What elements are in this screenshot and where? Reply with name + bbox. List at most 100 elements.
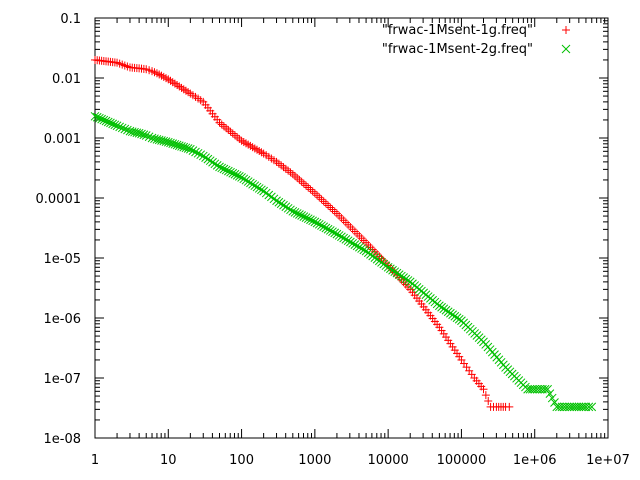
data-point — [481, 391, 490, 400]
data-point — [117, 123, 127, 133]
data-point — [250, 181, 260, 191]
data-point — [137, 129, 146, 139]
data-point — [543, 384, 552, 394]
y-tick-labels: 0.1 0.01 0.001 0.0001 1e-05 1e-06 1e-07 1e-08 — [36, 12, 82, 447]
data-point — [319, 197, 328, 206]
data-point — [217, 120, 226, 129]
data-point — [115, 122, 124, 132]
data-point — [343, 236, 353, 246]
data-point — [223, 166, 233, 176]
data-point — [304, 183, 313, 192]
legend-label-series-1: "frwac-1Msent-1g.freq" — [382, 23, 533, 38]
data-point — [219, 164, 229, 174]
data-point — [388, 265, 397, 275]
data-point — [394, 270, 404, 279]
data-point — [290, 208, 300, 217]
data-point — [193, 148, 203, 158]
data-point — [315, 193, 324, 202]
data-point — [196, 150, 206, 160]
data-point — [587, 402, 597, 412]
series-layer — [90, 55, 597, 412]
data-point — [215, 162, 224, 172]
data-point — [390, 267, 400, 277]
data-point — [545, 389, 555, 398]
data-point — [385, 264, 395, 274]
legend-cross-marker — [561, 44, 571, 54]
data-point — [120, 124, 130, 134]
data-point — [295, 210, 304, 219]
data-point — [313, 191, 322, 200]
data-point — [217, 163, 227, 173]
data-point — [224, 125, 233, 134]
x-tick-label: 10 — [160, 453, 177, 468]
data-point — [210, 159, 220, 169]
data-point — [397, 271, 406, 281]
data-point — [326, 203, 335, 212]
data-point — [92, 112, 102, 122]
data-point — [337, 232, 346, 242]
data-point — [241, 175, 251, 185]
data-point — [297, 177, 306, 186]
data-point — [339, 216, 348, 225]
data-point — [308, 187, 317, 196]
data-point — [302, 181, 311, 190]
x-tick-label: 1e+07 — [586, 453, 630, 468]
data-point — [228, 129, 237, 138]
data-point — [203, 154, 213, 164]
y-tick-label: 1e-06 — [43, 312, 81, 327]
y-tick-label: 1e-08 — [43, 432, 81, 447]
data-point — [243, 177, 253, 186]
data-point — [286, 205, 295, 215]
data-point — [303, 214, 313, 224]
data-point — [306, 215, 315, 225]
data-point — [323, 224, 333, 234]
data-point — [198, 151, 208, 161]
data-point — [288, 206, 298, 216]
data-point — [141, 131, 151, 140]
data-point — [321, 199, 330, 208]
y-tick-label: 0.0001 — [36, 192, 82, 207]
data-point — [310, 217, 320, 227]
data-point — [399, 273, 408, 282]
legend: "frwac-1Msent-1g.freq" "frwac-1Msent-2g.… — [382, 23, 571, 57]
data-point — [219, 122, 228, 131]
data-point — [346, 237, 355, 247]
data-point — [235, 172, 244, 181]
data-point — [350, 240, 360, 249]
data-point — [221, 165, 231, 175]
data-point — [359, 245, 369, 255]
data-point — [291, 172, 300, 181]
data-point — [341, 235, 351, 244]
data-point — [317, 221, 326, 230]
data-point — [103, 117, 113, 127]
data-point — [341, 218, 350, 227]
data-point — [328, 205, 337, 214]
data-point — [383, 262, 393, 272]
data-point — [334, 231, 344, 240]
data-point — [144, 132, 154, 142]
y-tick-label: 1e-07 — [43, 372, 81, 387]
data-point — [310, 189, 319, 198]
legend-marker-series-1 — [562, 26, 570, 34]
data-point — [321, 223, 331, 233]
data-point — [295, 175, 304, 184]
x-tick-label: 100 — [229, 453, 254, 468]
data-point — [188, 146, 198, 155]
data-point — [317, 195, 326, 204]
data-point — [332, 229, 342, 239]
data-point — [139, 130, 149, 140]
data-point — [212, 160, 222, 170]
data-point — [344, 220, 353, 229]
data-point — [232, 170, 242, 180]
data-point — [112, 121, 122, 131]
data-point — [239, 174, 249, 184]
series-2 — [90, 111, 597, 412]
data-point — [279, 200, 288, 210]
data-point — [208, 157, 217, 167]
data-point — [392, 268, 402, 278]
data-point — [293, 173, 302, 182]
data-point — [183, 144, 193, 153]
data-point — [228, 168, 238, 178]
data-point — [101, 116, 111, 126]
y-tick-label: 0.001 — [44, 132, 81, 147]
